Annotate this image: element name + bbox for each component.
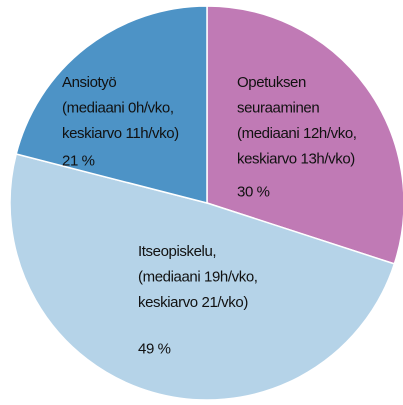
slice-label: Itseopiskelu, (mediaani 19h/vko, keskiarvo… bbox=[138, 243, 258, 311]
pie-slice bbox=[206, 5, 403, 265]
slice-label: Ansiotyö (mediaani 0h/vko, keskiarvo 11h/v… bbox=[62, 74, 179, 142]
value-label: 21 % bbox=[62, 152, 95, 169]
value-label: 30 % bbox=[237, 183, 270, 200]
pie-slice bbox=[15, 5, 208, 204]
pie-slice bbox=[9, 153, 396, 401]
value-label: 49 % bbox=[138, 340, 171, 357]
slice-label: Opetuksen seuraaminen (mediaani 12h/vko, ke… bbox=[237, 74, 357, 168]
